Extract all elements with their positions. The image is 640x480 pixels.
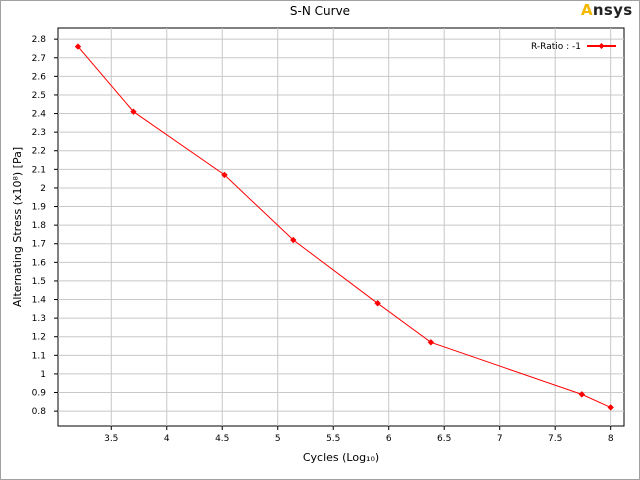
grid-lines: [58, 28, 624, 426]
data-point: [130, 108, 137, 115]
y-tick-label: 1.7: [32, 240, 46, 250]
y-tick-label: 2.8: [32, 35, 47, 45]
y-tick-label: 0.8: [32, 407, 47, 417]
y-tick-label: 2.7: [32, 54, 46, 64]
chart-title: S-N Curve: [289, 4, 351, 18]
series-layer: [74, 43, 614, 411]
data-point: [290, 236, 297, 244]
data-point: [374, 300, 381, 307]
x-tick-label: 4.5: [215, 434, 229, 444]
x-tick-label: 5: [275, 434, 281, 444]
y-tick-label: 1.3: [32, 314, 46, 324]
x-tick-label: 7.5: [548, 434, 562, 444]
y-tick-label: 2.1: [32, 165, 46, 175]
axis-ticks: 0.8 0.9 1 1.1 1.2 1.3 1.4 1.5 1.6 1.7 1.8 1.9 2 2.1 2.…: [32, 35, 614, 444]
legend-label: R-Ratio : -1: [531, 42, 581, 52]
ansys-logo-mark: A: [581, 1, 593, 19]
y-tick-label: 2: [40, 184, 46, 194]
x-tick-label: 6: [386, 434, 392, 444]
data-point: [427, 339, 435, 346]
y-tick-label: 1.8: [32, 221, 47, 231]
x-tick-label: 6.5: [437, 434, 451, 444]
data-point: [607, 404, 614, 411]
x-tick-label: 4: [164, 434, 170, 444]
y-axis-label: Alternating Stress (x10⁸) [Pa]: [11, 147, 24, 307]
data-point: [74, 43, 82, 50]
y-tick-label: 2.3: [32, 128, 46, 138]
y-tick-label: 2.6: [32, 72, 47, 82]
y-tick-label: 1.5: [32, 277, 46, 287]
legend: R-Ratio : -1: [531, 42, 616, 52]
x-tick-label: 8: [608, 434, 614, 444]
y-tick-label: 2.5: [32, 91, 46, 101]
series-line: [77, 46, 611, 408]
y-tick-label: 1.1: [32, 351, 46, 361]
y-tick-label: 1.2: [32, 333, 46, 343]
x-tick-label: 3.5: [104, 434, 118, 444]
y-tick-label: 1.9: [32, 203, 47, 213]
y-tick-label: 1.6: [32, 258, 47, 268]
x-axis-label: Cycles (Log₁₀): [303, 451, 379, 464]
y-tick-label: 2.2: [32, 147, 46, 157]
x-tick-label: 7: [497, 434, 503, 444]
x-tick-label: 5.5: [326, 434, 340, 444]
plot-area: [57, 27, 625, 427]
ansys-logo: Ansys: [581, 1, 633, 19]
data-point: [578, 391, 586, 398]
y-tick-label: 0.9: [32, 389, 47, 399]
legend-swatch-marker: [598, 43, 605, 49]
y-tick-label: 2.4: [32, 110, 47, 120]
y-tick-label: 1.4: [32, 296, 47, 306]
data-point: [221, 171, 228, 179]
y-tick-label: 1: [40, 370, 46, 380]
